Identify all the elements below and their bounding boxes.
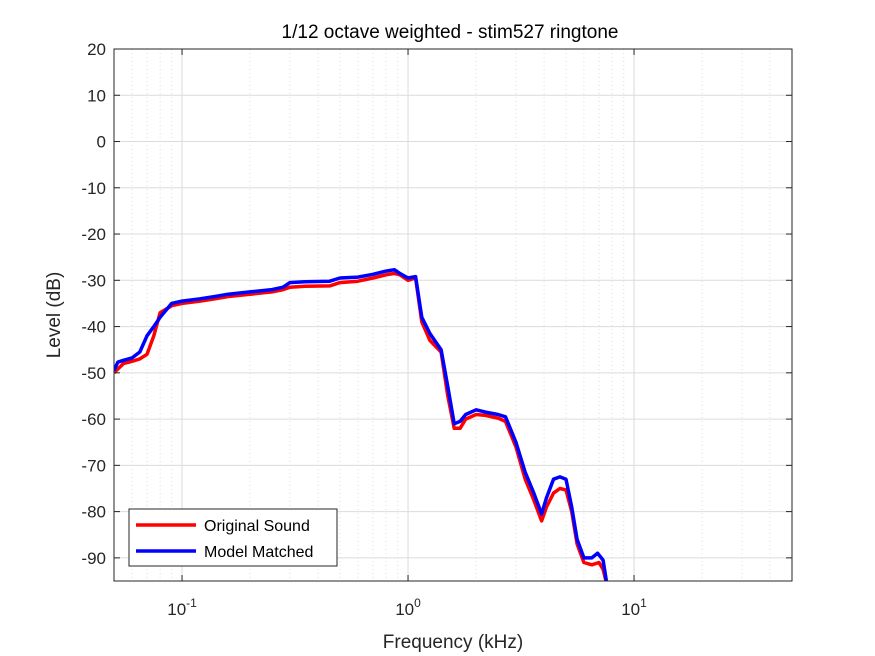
plot-area-frame bbox=[113, 48, 793, 582]
legend: Original Sound Model Matched bbox=[128, 508, 338, 567]
chart-title: 1/12 octave weighted - stim527 ringtone bbox=[282, 22, 619, 43]
y-tick-label: -60 bbox=[81, 410, 106, 429]
y-tick-label: -20 bbox=[81, 225, 106, 244]
series-layer bbox=[114, 267, 609, 581]
major-grid bbox=[114, 48, 792, 581]
y-tick-label: -70 bbox=[81, 456, 106, 475]
x-tick-label: 100 bbox=[395, 596, 421, 619]
y-tick-label: -10 bbox=[81, 179, 106, 198]
y-tick-label: 0 bbox=[97, 133, 106, 152]
y-tick-label: -90 bbox=[81, 549, 106, 568]
legend-label: Original Sound bbox=[204, 518, 310, 535]
y-tick-label: -40 bbox=[81, 318, 106, 337]
x-tick-label: 10-1 bbox=[167, 596, 197, 619]
legend-box bbox=[128, 508, 338, 567]
y-tick-label: -50 bbox=[81, 364, 106, 383]
series-line-model-matched bbox=[114, 267, 609, 581]
y-tick-label: 20 bbox=[87, 40, 106, 59]
y-tick-label: 10 bbox=[87, 86, 106, 105]
legend-label: Model Matched bbox=[204, 544, 313, 561]
x-axis-label: Frequency (kHz) bbox=[383, 632, 523, 653]
y-tick-label: -80 bbox=[81, 503, 106, 522]
minor-grid bbox=[113, 49, 793, 581]
x-tick-label: 101 bbox=[621, 596, 647, 619]
y-tick-label: -30 bbox=[81, 271, 106, 290]
y-axis-label: Level (dB) bbox=[44, 272, 65, 359]
